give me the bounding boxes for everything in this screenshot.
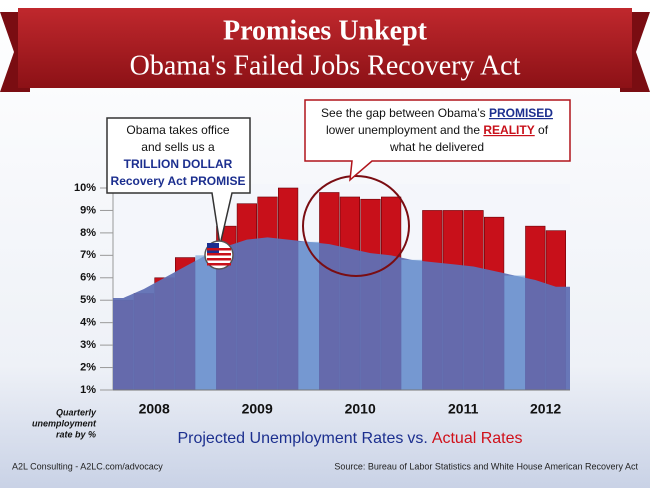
- y-axis-label: rate by %: [56, 429, 96, 439]
- x-tick-label: 2008: [139, 401, 170, 417]
- callout-box: [304, 99, 571, 182]
- callout-text-part: PROMISED: [489, 106, 553, 120]
- callout-text: Recovery Act PROMISE: [111, 174, 246, 188]
- annotations: Obama takes office and sells us a TRILLION…: [106, 99, 571, 277]
- callout-text-part: of: [535, 123, 549, 137]
- flag-icon-part: [207, 248, 231, 251]
- gap-column: [298, 241, 319, 390]
- title-ribbon: [18, 8, 632, 88]
- gap-column: [504, 275, 525, 390]
- y-tick-label: 8%: [80, 227, 96, 239]
- chart-title: Promises Unkept: [223, 15, 428, 46]
- gap-column: [401, 259, 422, 390]
- callout-text-part: lower unemployment and the: [326, 123, 483, 137]
- callout-text: lower unemployment and the REALITY of: [326, 123, 549, 137]
- callout-text: Obama takes office: [126, 123, 229, 137]
- flag-icon-part: [207, 263, 231, 266]
- y-tick-label: 3%: [80, 339, 96, 351]
- flag-icon-part: [207, 253, 231, 256]
- callout-text-part: what he delivered: [389, 140, 484, 154]
- y-tick-label: 2%: [80, 361, 96, 373]
- y-tick-label: 9%: [80, 204, 96, 216]
- x-tick-label: 2009: [242, 401, 273, 417]
- chart-subtitle: Obama's Failed Jobs Recovery Act: [130, 50, 521, 81]
- y-tick-label: 5%: [80, 294, 96, 306]
- x-tick-label: 2012: [530, 401, 561, 417]
- x-tick-label: 2010: [345, 401, 376, 417]
- callout-text-part: See the gap between Obama’s: [321, 106, 489, 120]
- highlight-circle: [302, 175, 410, 277]
- area: [113, 237, 570, 390]
- legend-entry: Actual Rates: [432, 430, 523, 447]
- flag-icon-part: [207, 258, 231, 261]
- plot: 1% 2% 3% 4% 5% 6% 7% 8% 9% 10% 2008 2009 2010 2011 201…: [32, 182, 570, 447]
- callout-box: [106, 117, 251, 246]
- legend-entry: Projected Unemployment Rates: [177, 430, 403, 447]
- y-tick-label: 10%: [74, 182, 96, 194]
- gap-column: [195, 255, 216, 390]
- y-tick-label: 6%: [80, 272, 96, 284]
- y-tick-label: 4%: [80, 317, 96, 329]
- callout-text-part: REALITY: [483, 123, 534, 137]
- legend-joiner: vs.: [407, 430, 427, 447]
- footer-right: Source: Bureau of Labor Statistics and W…: [334, 461, 638, 471]
- callout-text: and sells us a: [141, 140, 215, 154]
- x-tick-label: 2011: [448, 401, 479, 417]
- legend: Projected Unemployment Rates vs. Actual Ra…: [177, 430, 522, 447]
- callout-text: TRILLION DOLLAR: [124, 157, 233, 171]
- y-tick-label: 1%: [80, 384, 96, 396]
- footer-left: A2L Consulting - A2LC.com/advocacy: [12, 461, 163, 471]
- callout-text: See the gap between Obama’s PROMISED: [321, 106, 553, 120]
- callout-text: what he delivered: [389, 140, 484, 154]
- y-axis-label: unemployment: [32, 418, 97, 428]
- y-axis-label: Quarterly: [56, 407, 97, 417]
- y-tick-label: 7%: [80, 249, 96, 261]
